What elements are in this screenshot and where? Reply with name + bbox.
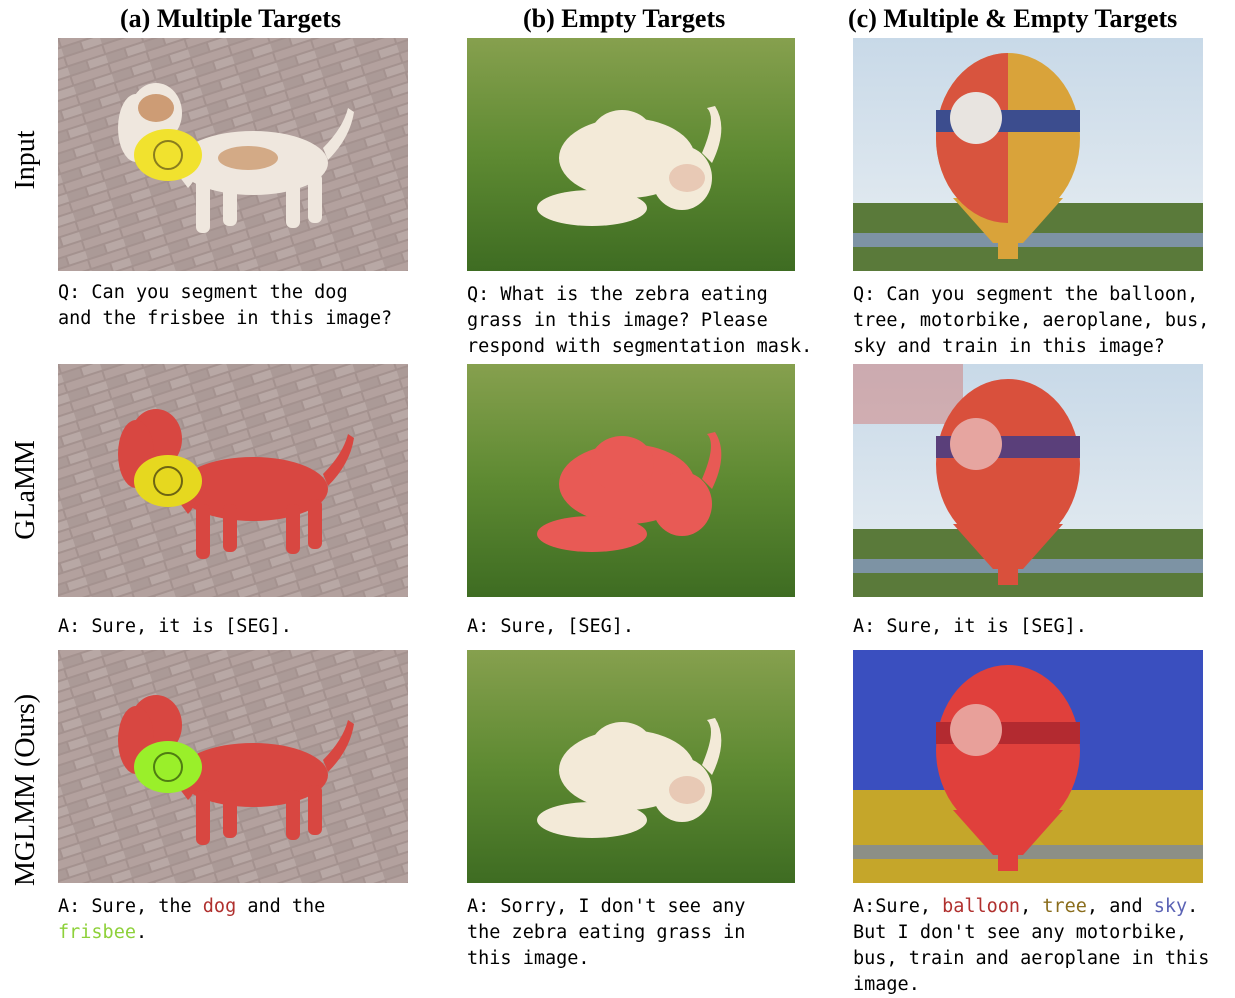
highlight-frisbee: frisbee — [58, 922, 136, 943]
answer-c-text-2: , — [1020, 896, 1043, 917]
question-a: Q: Can you segment the dog and the frisb… — [58, 282, 393, 329]
row-label-input: Input — [10, 130, 41, 190]
image-dog-input — [58, 38, 408, 271]
image-dog-glamm — [58, 364, 408, 597]
image-balloon-input — [853, 38, 1203, 271]
highlight-dog: dog — [202, 896, 237, 917]
image-cow-input — [467, 38, 795, 271]
answer-a-text-3: . — [135, 922, 148, 943]
answer-c-text-4: . — [1187, 896, 1199, 917]
highlight-tree: tree — [1042, 896, 1087, 917]
answer-c-text-1: A:Sure, — [853, 896, 943, 917]
answer-b-glamm: A: Sure, [SEG]. — [467, 616, 635, 637]
answer-c-text-3: , and — [1086, 896, 1154, 917]
answer-c-text-rest: But I don't see any motorbike, bus, trai… — [853, 922, 1210, 995]
answer-b-mglmm: A: Sorry, I don't see any the zebra eati… — [467, 896, 746, 969]
image-dog-mglmm — [58, 650, 408, 883]
answer-a-mglmm: A: Sure, the dog and the frisbee. — [58, 894, 325, 946]
answer-a-glamm: A: Sure, it is [SEG]. — [58, 616, 292, 637]
image-balloon-glamm — [853, 364, 1203, 597]
answer-a-text-2: and the — [236, 896, 326, 917]
image-cow-mglmm — [467, 650, 795, 883]
answer-c-glamm: A: Sure, it is [SEG]. — [853, 616, 1087, 637]
column-title-multiple-targets: (a) Multiple Targets — [120, 4, 341, 33]
image-balloon-mglmm — [853, 650, 1203, 883]
highlight-balloon: balloon — [942, 896, 1021, 917]
question-b: Q: What is the zebra eating grass in thi… — [467, 284, 813, 357]
highlight-sky: sky — [1153, 896, 1188, 917]
question-c: Q: Can you segment the balloon, tree, mo… — [853, 284, 1210, 357]
image-cow-glamm — [467, 364, 795, 597]
column-title-empty-targets: (b) Empty Targets — [523, 4, 726, 33]
answer-a-text-1: A: Sure, the — [58, 896, 203, 917]
column-title-multiple-empty-targets: (c) Multiple & Empty Targets — [848, 4, 1178, 33]
row-label-mglmm: MGLMM (Ours) — [10, 693, 41, 887]
answer-c-mglmm: A:Sure, balloon, tree, and sky. But I do… — [853, 894, 1209, 998]
row-label-glamm: GLaMM — [10, 440, 41, 540]
